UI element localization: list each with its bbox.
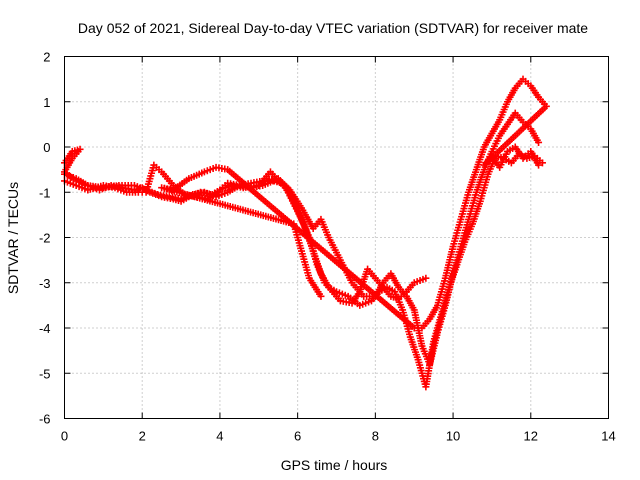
x-tick-label: 4 <box>216 429 223 444</box>
y-tick-label: -4 <box>39 321 51 336</box>
y-tick-label: -6 <box>39 412 51 427</box>
data-point-2-36 <box>422 274 430 282</box>
y-tick-label: -1 <box>39 185 51 200</box>
x-tick-label: 0 <box>61 429 68 444</box>
gridlines <box>64 56 609 419</box>
y-tick-label: -3 <box>39 276 51 291</box>
x-tick-label: 14 <box>601 429 615 444</box>
x-tick-label: 10 <box>446 429 460 444</box>
chart-title: Day 052 of 2021, Sidereal Day-to-day VTE… <box>78 20 588 36</box>
y-tick-label: 2 <box>43 50 50 65</box>
x-tick-label: 8 <box>372 429 379 444</box>
data-point-1-49 <box>535 138 543 146</box>
x-axis-label: GPS time / hours <box>281 457 388 473</box>
x-tick-label: 2 <box>139 429 146 444</box>
y-tick-label: -5 <box>39 366 51 381</box>
x-tick-label: 12 <box>524 429 538 444</box>
data-points <box>61 75 550 391</box>
y-tick-label: 1 <box>43 95 50 110</box>
y-tick-label: 0 <box>43 140 50 155</box>
x-tick-label: 6 <box>294 429 301 444</box>
y-axis-label: SDTVAR / TECUs <box>5 182 21 294</box>
plot-frame <box>64 56 609 419</box>
data-point-3-35 <box>535 161 543 169</box>
y-tick-label: -2 <box>39 231 51 246</box>
